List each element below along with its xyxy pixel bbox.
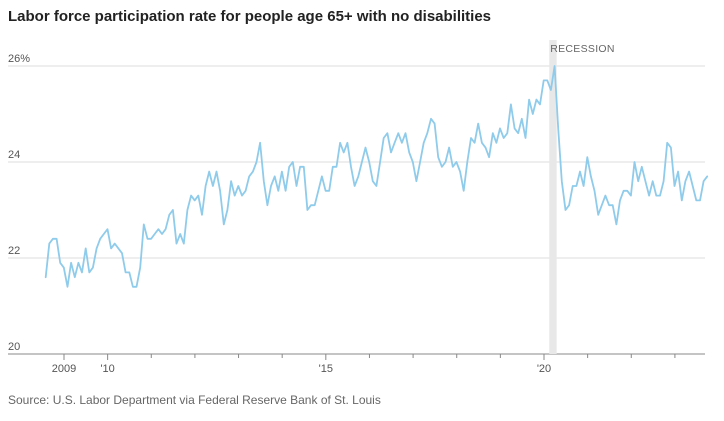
chart-title: Labor force participation rate for peopl…	[8, 8, 492, 25]
y-tick-label: 24	[8, 149, 20, 161]
x-axis: 2009 '10 '15 '20	[52, 354, 676, 375]
x-tick-label: '20	[537, 363, 551, 375]
y-tick-label: 22	[8, 245, 20, 257]
recession-band: RECESSION	[549, 40, 615, 354]
series-group	[44, 65, 709, 288]
x-tick-label: '15	[319, 363, 333, 375]
y-tick-label: 26%	[8, 53, 30, 65]
grid-lines	[8, 65, 705, 355]
recession-shade	[549, 40, 557, 354]
y-axis: 26% 24 22 20	[8, 53, 30, 353]
x-tick-label: '10	[100, 363, 114, 375]
y-tick-label: 20	[8, 341, 20, 353]
source-note: Source: U.S. Labor Department via Federa…	[8, 393, 381, 407]
series-line	[44, 65, 709, 288]
x-tick-label: 2009	[52, 363, 76, 375]
recession-label: RECESSION	[550, 43, 615, 55]
